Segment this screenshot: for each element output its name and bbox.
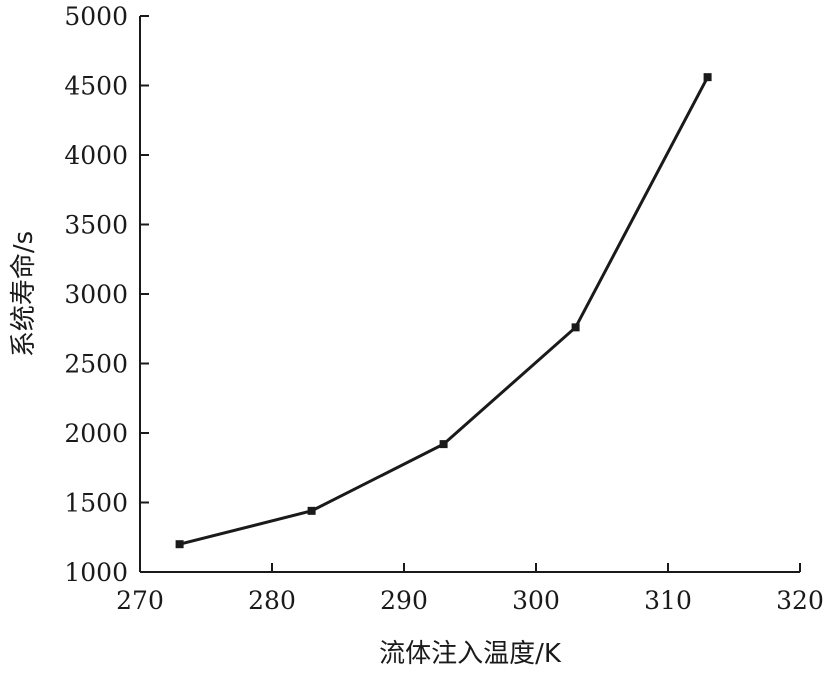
- x-tick-label: 310: [644, 586, 692, 615]
- x-axis-ticks: 270 280 290 300 310 320: [116, 563, 824, 615]
- series-layer: [175, 73, 712, 549]
- y-tick-label: 4000: [64, 141, 128, 170]
- y-tick-label: 1000: [64, 558, 128, 587]
- y-axis-title: 系统寿命/s: [9, 231, 39, 357]
- series-line: [179, 76, 709, 546]
- data-point-marker: [703, 73, 712, 82]
- y-tick-label: 2500: [64, 350, 128, 379]
- x-axis-title: 流体注入温度/K: [379, 639, 562, 669]
- y-tick-label: 3000: [64, 280, 128, 309]
- y-tick-label: 5000: [64, 2, 128, 31]
- x-tick-label: 270: [116, 586, 164, 615]
- data-point-marker: [307, 506, 316, 515]
- y-tick-label: 3500: [64, 211, 128, 240]
- y-tick-label: 4500: [64, 72, 128, 101]
- x-tick-label: 280: [248, 586, 296, 615]
- data-point-marker: [175, 540, 184, 549]
- y-tick-label: 1500: [64, 489, 128, 518]
- data-point-marker: [439, 440, 448, 449]
- data-point-marker: [571, 323, 580, 332]
- x-tick-label: 300: [512, 586, 560, 615]
- x-tick-label: 320: [776, 586, 824, 615]
- y-axis-ticks: 1000 1500 2000 2500 3000 3500 4000 4500 5000: [64, 2, 149, 587]
- x-tick-label: 290: [380, 586, 428, 615]
- y-tick-label: 2000: [64, 419, 128, 448]
